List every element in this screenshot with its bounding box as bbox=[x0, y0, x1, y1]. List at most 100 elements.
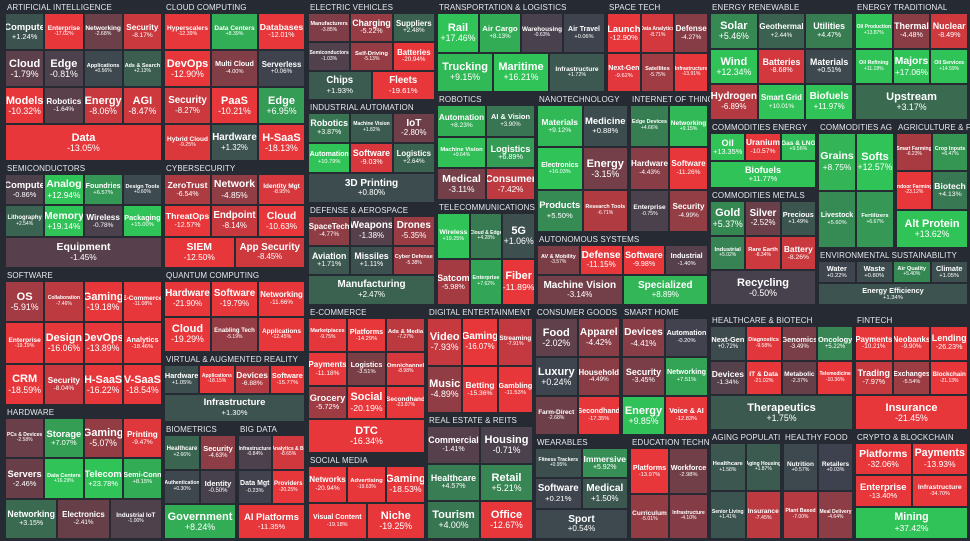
tile[interactable]: Manufacturers -3.85% bbox=[308, 13, 351, 42]
tile[interactable]: Majors +17.06% bbox=[892, 48, 931, 85]
tile[interactable]: Fitness Trackers +0.95% bbox=[535, 448, 582, 479]
tile[interactable]: Ads & Search +2.13% bbox=[122, 50, 162, 87]
tile[interactable]: Wind +12.34% bbox=[710, 48, 758, 85]
tile[interactable]: ThreatOps -12.57% bbox=[164, 205, 211, 237]
tile[interactable]: Upstream +3.17% bbox=[855, 84, 968, 120]
tile[interactable]: Secondhand -17.35% bbox=[577, 396, 620, 435]
tile[interactable]: Healthcare +2.66% bbox=[164, 435, 200, 470]
tile[interactable]: SpaceTech -4.77% bbox=[308, 216, 351, 246]
tile[interactable]: App Security -8.45% bbox=[234, 236, 305, 268]
tile[interactable]: Software +0.21% bbox=[535, 478, 582, 509]
tile[interactable]: Defense -11.15% bbox=[579, 245, 623, 275]
tile[interactable]: Gaming -18.53% bbox=[386, 466, 425, 503]
tile[interactable]: Logistics +2.64% bbox=[392, 143, 435, 173]
tile[interactable]: E-Commerce -11.08% bbox=[122, 281, 162, 323]
tile[interactable]: Medical -3.11% bbox=[437, 168, 486, 200]
tile[interactable]: Enterprise -13.40% bbox=[855, 475, 912, 507]
tile[interactable]: Medicine +0.88% bbox=[582, 105, 628, 148]
tile[interactable]: Fiber -11.89% bbox=[502, 259, 535, 305]
tile[interactable]: Network -4.85% bbox=[211, 174, 258, 206]
tile[interactable]: Hardware +1.05% bbox=[164, 365, 200, 394]
tile[interactable]: ZeroTrust -6.54% bbox=[164, 174, 211, 206]
tile[interactable]: Wireless -0.78% bbox=[83, 205, 123, 237]
tile[interactable]: Networks -20.94% bbox=[308, 466, 347, 503]
tile[interactable]: Security -8.17% bbox=[122, 13, 162, 50]
tile[interactable]: Electronics -2.41% bbox=[57, 498, 110, 539]
tile[interactable]: Next-Gen +0.72% bbox=[710, 326, 746, 361]
tile[interactable]: Livestock +5.60% bbox=[818, 190, 856, 248]
tile[interactable]: Silver -2.52% bbox=[745, 201, 781, 236]
tile[interactable]: Security -4.63% bbox=[200, 435, 236, 470]
tile[interactable]: Metabolic -2.37% bbox=[781, 360, 818, 396]
tile[interactable]: Suppliers +2.48% bbox=[392, 13, 435, 42]
tile[interactable]: Wireless +19.25% bbox=[437, 213, 470, 259]
tile[interactable]: Enterprise -0.75% bbox=[630, 189, 669, 232]
tile[interactable]: SIEM -12.50% bbox=[164, 236, 235, 268]
tile[interactable]: Devices -4.41% bbox=[622, 318, 665, 357]
tile[interactable]: Luxury +0.24% bbox=[535, 357, 578, 396]
tile[interactable]: Commercial -1.41% bbox=[427, 426, 480, 464]
tile[interactable]: Compute +1.24% bbox=[5, 13, 45, 50]
tile[interactable]: DevOps -13.89% bbox=[83, 322, 123, 364]
tile[interactable]: 5G +1.06% bbox=[502, 213, 535, 259]
tile[interactable]: Networking +3.15% bbox=[5, 498, 58, 539]
tile[interactable]: Design Tools +0.60% bbox=[122, 174, 162, 206]
tile[interactable]: Infrastructure -4.10% bbox=[669, 493, 708, 539]
tile[interactable]: Insurance -7.45% bbox=[745, 491, 781, 539]
tile[interactable]: Security -3.45% bbox=[622, 357, 665, 396]
tile[interactable]: Automation +8.23% bbox=[437, 105, 486, 137]
tile[interactable]: Biofuels +11.77% bbox=[710, 160, 816, 188]
tile[interactable]: Neobanks -9.90% bbox=[892, 326, 931, 361]
tile[interactable]: Advertising -19.63% bbox=[347, 466, 386, 503]
tile[interactable]: Senior Living +1.41% bbox=[710, 491, 746, 539]
tile[interactable]: Satcom -5.98% bbox=[437, 259, 470, 305]
tile[interactable]: Payments -11.18% bbox=[308, 351, 347, 386]
tile[interactable]: Drones -5.35% bbox=[392, 216, 435, 246]
tile[interactable]: Providers -20.25% bbox=[271, 469, 305, 505]
tile[interactable]: DTC -16.34% bbox=[308, 419, 425, 453]
tile[interactable]: Infrastructure +1.30% bbox=[164, 393, 305, 422]
tile[interactable]: Air Cargo +8.13% bbox=[479, 13, 521, 53]
tile[interactable]: Edge Devices +4.66% bbox=[630, 105, 669, 148]
tile[interactable]: V-SaaS -18.54% bbox=[122, 363, 162, 405]
tile[interactable]: Batteries -20.94% bbox=[392, 42, 435, 71]
tile[interactable]: Security -8.27% bbox=[164, 87, 211, 124]
tile[interactable]: Semi-Conn +8.15% bbox=[122, 458, 162, 499]
tile[interactable]: Batteries -8.68% bbox=[757, 48, 806, 85]
tile[interactable]: Servers -2.46% bbox=[5, 458, 45, 499]
tile[interactable]: Models -10.32% bbox=[5, 87, 45, 124]
tile[interactable]: Research Tools -6.71% bbox=[582, 189, 628, 232]
tile[interactable]: Infrastructure -34.70% bbox=[911, 475, 968, 507]
tile[interactable]: Identity -0.50% bbox=[200, 469, 236, 505]
tile[interactable]: Retailers +0.03% bbox=[818, 443, 853, 491]
tile[interactable]: Rare Earth -8.34% bbox=[745, 235, 781, 271]
tile[interactable]: Networking +9.15% bbox=[669, 105, 708, 148]
tile[interactable]: Enterprise -17.02% bbox=[44, 13, 84, 50]
tile[interactable]: Fertilizers +6.67% bbox=[856, 190, 894, 248]
tile[interactable]: Databases -12.01% bbox=[258, 13, 305, 50]
tile[interactable]: Defense -4.27% bbox=[674, 13, 708, 53]
tile[interactable]: Platforms -13.97% bbox=[630, 448, 669, 494]
tile[interactable]: Cloud & Edge +4.28% bbox=[469, 213, 503, 259]
tile[interactable]: Automation -0.20% bbox=[665, 318, 708, 357]
tile[interactable]: Logistics +6.89% bbox=[486, 136, 535, 169]
tile[interactable]: Chips +1.93% bbox=[308, 71, 372, 100]
tile[interactable]: Materials +9.12% bbox=[537, 105, 583, 148]
tile[interactable]: Specialized +8.89% bbox=[622, 275, 708, 305]
tile[interactable]: Oil Production +13.87% bbox=[855, 13, 893, 49]
tile[interactable]: Therapeutics +1.75% bbox=[710, 395, 853, 430]
tile[interactable]: Telemedicine -10.36% bbox=[817, 360, 853, 396]
tile[interactable]: Visual Content -19.18% bbox=[308, 502, 367, 539]
tile[interactable]: Lithography +2.54% bbox=[5, 205, 45, 237]
tile[interactable]: PCs & Devices -2.58% bbox=[5, 418, 45, 459]
tile[interactable]: Crop Inputs +6.47% bbox=[932, 133, 968, 172]
tile[interactable]: Devices -6.88% bbox=[234, 365, 270, 394]
tile[interactable]: Gas & LNG +9.56% bbox=[780, 133, 816, 161]
tile[interactable]: Retail +5.21% bbox=[480, 463, 533, 502]
tile[interactable]: Biotech +4.13% bbox=[932, 171, 968, 210]
tile[interactable]: Nutrition +0.57% bbox=[783, 443, 818, 491]
tile[interactable]: Foundries +6.57% bbox=[83, 174, 123, 206]
tile[interactable]: Security -4.99% bbox=[669, 189, 708, 232]
tile[interactable]: Software -9.03% bbox=[350, 143, 393, 173]
tile[interactable]: Voice & AI -12.83% bbox=[665, 396, 708, 435]
